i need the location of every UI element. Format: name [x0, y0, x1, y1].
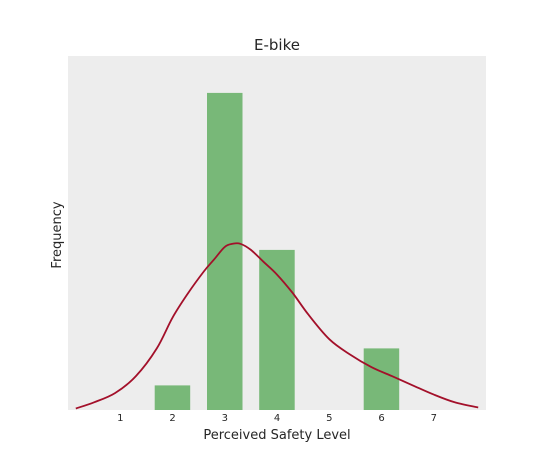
- bar-4: [259, 249, 295, 410]
- density-curve: [75, 242, 479, 410]
- bar-2: [154, 385, 191, 410]
- x-axis-label: Perceived Safety Level: [203, 428, 350, 443]
- x-tick-label-6: 6: [378, 413, 384, 424]
- bar-3: [207, 92, 243, 411]
- x-tick-label-5: 5: [326, 413, 332, 424]
- y-axis-label: Frequency: [50, 201, 65, 268]
- bar-6: [363, 348, 400, 410]
- x-tick-label-4: 4: [274, 413, 280, 424]
- x-tick-label-7: 7: [431, 413, 437, 424]
- chart-title: E-bike: [254, 36, 300, 54]
- x-tick-label-1: 1: [117, 413, 123, 424]
- x-tick-label-3: 3: [222, 413, 228, 424]
- x-tick-label-2: 2: [169, 413, 175, 424]
